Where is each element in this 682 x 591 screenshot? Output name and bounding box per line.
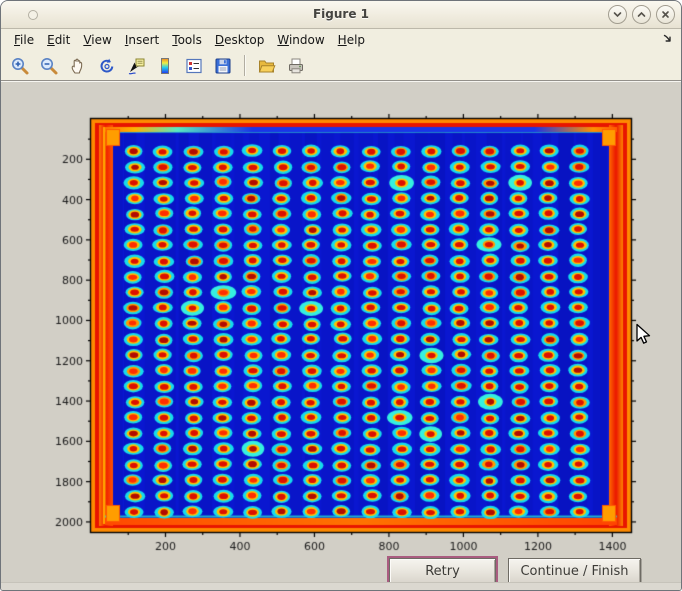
figure-client-area xyxy=(1,81,681,590)
menu-item-help[interactable]: Help xyxy=(337,33,366,47)
chevron-down-icon xyxy=(613,12,622,18)
continue-finish-button[interactable]: Continue / Finish xyxy=(508,558,641,584)
maximize-window-button[interactable] xyxy=(632,5,651,24)
window-titlebar[interactable]: Figure 1 xyxy=(1,1,681,29)
menu-item-file[interactable]: File xyxy=(14,33,35,47)
figure-toolbar xyxy=(1,51,681,81)
close-icon xyxy=(662,11,669,18)
window-controls xyxy=(608,5,675,24)
rotate-3d-icon xyxy=(100,58,113,72)
data-cursor-button[interactable] xyxy=(124,54,147,77)
menu-item-tools[interactable]: Tools xyxy=(172,33,202,47)
retry-button[interactable]: Retry xyxy=(389,558,496,584)
print-figure-button[interactable] xyxy=(284,54,307,77)
window-menu-icon[interactable] xyxy=(28,10,38,20)
save-icon xyxy=(215,58,230,73)
dock-figure-arrow-icon[interactable] xyxy=(662,33,674,48)
figure-axes-canvas[interactable] xyxy=(1,81,681,556)
print-icon xyxy=(288,58,303,73)
insert-colorbar-button[interactable] xyxy=(153,54,176,77)
window-title: Figure 1 xyxy=(312,7,370,21)
chevron-up-icon xyxy=(637,11,646,17)
insert-legend-button[interactable] xyxy=(182,54,205,77)
menu-items: File Edit View Insert Tools Desktop Window Help xyxy=(14,33,365,47)
menu-item-edit[interactable]: Edit xyxy=(47,33,71,47)
legend-icon xyxy=(185,58,202,73)
save-figure-button[interactable] xyxy=(211,54,234,77)
zoom-in-button[interactable] xyxy=(8,54,31,77)
menu-item-window[interactable]: Window xyxy=(277,33,325,47)
zoom-in-icon xyxy=(11,57,28,74)
zoom-out-icon xyxy=(40,57,57,74)
toolbar-separator xyxy=(244,55,245,76)
open-file-button[interactable] xyxy=(255,54,278,77)
open-folder-icon xyxy=(258,60,276,72)
zoom-out-button[interactable] xyxy=(37,54,60,77)
menu-item-desktop[interactable]: Desktop xyxy=(214,33,265,47)
menu-item-view[interactable]: View xyxy=(83,33,112,47)
pan-hand-icon xyxy=(71,58,82,74)
data-cursor-icon xyxy=(128,58,144,74)
rotate-3d-button[interactable] xyxy=(95,54,118,77)
shade-window-button[interactable] xyxy=(608,5,627,24)
menu-item-insert[interactable]: Insert xyxy=(124,33,160,47)
close-window-button[interactable] xyxy=(656,5,675,24)
window-resize-edge[interactable] xyxy=(1,582,681,590)
menu-bar: File Edit View Insert Tools Desktop Window Help xyxy=(1,29,681,51)
pan-button[interactable] xyxy=(66,54,89,77)
colorbar-icon xyxy=(160,57,169,74)
